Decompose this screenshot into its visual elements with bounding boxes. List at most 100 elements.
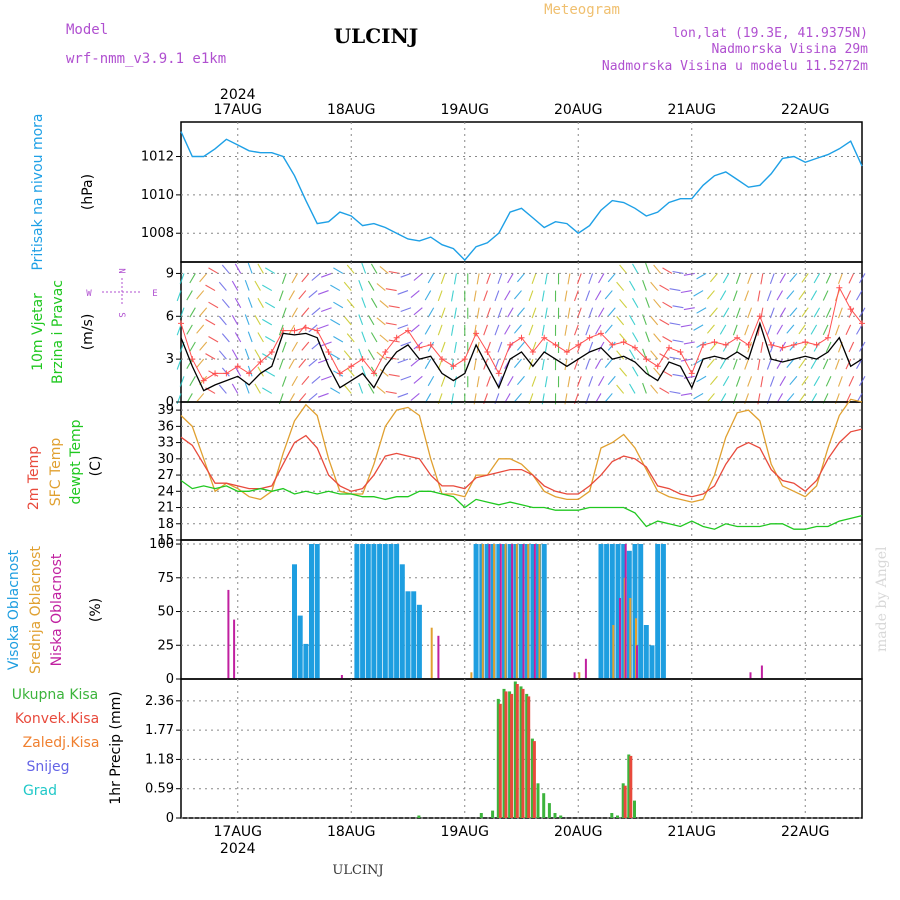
wind-barb [218, 384, 227, 394]
wind-barb [427, 273, 435, 284]
wind-barb [262, 387, 273, 394]
wind-barb [424, 290, 432, 301]
wind-barb [604, 358, 613, 368]
footer-station: ULCINJ [332, 863, 383, 878]
pressure-ylabel: Pritisak na nivou mora [30, 113, 46, 270]
station-title: ULCINJ [334, 24, 419, 48]
wind-barb [483, 358, 488, 370]
wind-barb [257, 366, 264, 377]
wind-barb [528, 324, 534, 336]
wind-barb [186, 290, 193, 301]
wind-barb [221, 333, 230, 343]
precip-convective-bar [498, 703, 502, 818]
compass-north: N [116, 268, 126, 273]
wind-barb [358, 348, 364, 360]
wind-barb [497, 341, 503, 353]
cloud-low-bar [584, 658, 587, 679]
wind-barb [330, 318, 341, 326]
wind-barb [629, 280, 636, 291]
wind-speed-line [180, 321, 863, 392]
wind-barb [385, 288, 397, 292]
compass-west: W [86, 289, 92, 299]
wind-barb [497, 376, 503, 387]
wind-barb [453, 376, 457, 388]
gust-marker [700, 341, 707, 348]
wind-barb [616, 281, 625, 291]
wind-barb [343, 350, 352, 360]
wind-barb [766, 290, 772, 302]
wind-barb [825, 341, 832, 353]
precip-total-bar [496, 698, 500, 818]
wind-barb [205, 318, 216, 326]
wind-barb [218, 350, 227, 360]
wind-barb [632, 297, 639, 308]
wind-barb [859, 376, 866, 387]
top-year-label: 2024 [220, 87, 256, 103]
wind-barb [789, 307, 798, 317]
wind-barb [576, 376, 582, 387]
wind-barb [265, 370, 276, 377]
gust-marker [586, 334, 593, 341]
wind-barb [760, 376, 764, 388]
wind-barb [585, 290, 591, 302]
wind-barb [576, 273, 582, 284]
gust-marker [813, 341, 820, 348]
wind-barb [632, 332, 639, 343]
cloud-low-bar [227, 589, 230, 679]
gust-marker [552, 341, 559, 348]
cloud-high-bar [399, 564, 405, 679]
wind-barb [370, 263, 378, 274]
wind-barb [208, 336, 219, 343]
y-tick-label: 21 [157, 501, 174, 516]
y-tick-label: 50 [157, 605, 174, 620]
wind-barb [595, 290, 602, 301]
gust-marker [336, 370, 343, 377]
wind-barb [516, 307, 525, 317]
wind-barb [747, 307, 753, 319]
wind-barb [333, 301, 344, 309]
cloud-mid-bar [481, 544, 484, 679]
wind-barb [497, 307, 503, 319]
cloud-low-bar [233, 619, 236, 679]
cloud-mid-bar [504, 544, 507, 679]
wind-barb [413, 307, 423, 316]
wind-barb [321, 341, 332, 347]
wind-barb [301, 307, 310, 317]
wind-barb [330, 353, 341, 360]
precip-total-bar [479, 813, 483, 818]
cloud-high-bar [598, 544, 604, 679]
wind-barb [541, 359, 545, 371]
cloud-low-bar [522, 544, 525, 679]
wind-barb [680, 324, 692, 328]
wind-barb [321, 307, 332, 313]
wind-barb [179, 273, 185, 284]
cloud-high-bar [649, 645, 655, 679]
wind-barb [196, 393, 205, 403]
wind-barb [231, 280, 239, 291]
wind-barb [330, 387, 341, 394]
wind-barb [234, 366, 242, 377]
wind-barb [346, 298, 355, 309]
wind-barb [786, 290, 795, 300]
wind-barb [834, 324, 840, 336]
precip-total-bar [508, 691, 512, 818]
wind-barb [440, 307, 446, 319]
wind-barb [281, 273, 287, 284]
wind-barb [278, 358, 284, 370]
wind-barb [440, 273, 446, 284]
wind-barb [308, 358, 318, 367]
wind-barb [779, 376, 787, 387]
wind-barb [205, 353, 216, 360]
wind-barb [367, 280, 375, 291]
wind-barb [669, 390, 681, 394]
precip-total-bar [553, 813, 557, 818]
pressure-line [180, 131, 863, 262]
top-date-label: 17AUG [214, 102, 263, 118]
gust-marker [439, 356, 446, 363]
wind-barb [318, 358, 329, 364]
gust-marker [223, 370, 230, 377]
wind-barb [706, 358, 715, 368]
wind-barb [346, 264, 355, 274]
precip-total-bar [627, 754, 631, 818]
wind-barb [564, 324, 568, 336]
